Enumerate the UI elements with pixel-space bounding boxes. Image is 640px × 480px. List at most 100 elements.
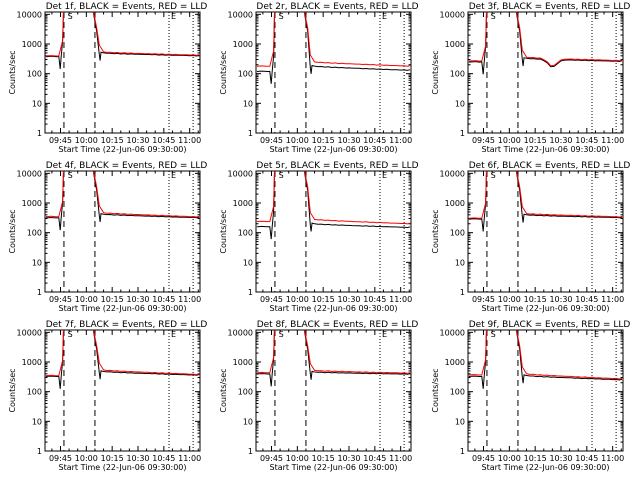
y-tick-label: 100 bbox=[238, 70, 253, 79]
x-tick-label: 09:45 bbox=[49, 454, 72, 463]
flag-label: S bbox=[279, 330, 284, 339]
flag-label: E bbox=[382, 330, 387, 339]
y-tick-label: 10000 bbox=[228, 328, 253, 337]
x-tick-label: 11:00 bbox=[178, 295, 201, 304]
plot-frame bbox=[255, 329, 412, 452]
plot-frame bbox=[44, 11, 201, 134]
x-tick-label: 10:45 bbox=[575, 136, 598, 145]
flag-label: E bbox=[594, 12, 599, 21]
x-tick-label: 10:30 bbox=[337, 295, 360, 304]
x-axis-label: Start Time (22-Jun-06 09:30:00) bbox=[59, 463, 187, 472]
x-axis-label: Start Time (22-Jun-06 09:30:00) bbox=[59, 304, 187, 313]
y-tick-label: 100 bbox=[450, 70, 465, 79]
x-tick-label: 10:15 bbox=[101, 295, 124, 304]
x-axis-label: Start Time (22-Jun-06 09:30:00) bbox=[270, 463, 398, 472]
x-tick-label: 11:00 bbox=[389, 295, 412, 304]
x-tick-label: 09:45 bbox=[49, 295, 72, 304]
flag-label: S bbox=[491, 171, 496, 180]
events-series-line bbox=[45, 330, 200, 389]
y-tick-label: 100 bbox=[27, 388, 42, 397]
y-tick-label: 100 bbox=[27, 70, 42, 79]
y-tick-label: 100 bbox=[450, 388, 465, 397]
x-axis-label: Start Time (22-Jun-06 09:30:00) bbox=[482, 463, 610, 472]
y-tick-label: 1000 bbox=[445, 40, 465, 49]
x-tick-label: 10:15 bbox=[312, 295, 335, 304]
x-tick-label: 09:45 bbox=[472, 295, 495, 304]
x-tick-label: 10:45 bbox=[152, 295, 175, 304]
y-tick-label: 1 bbox=[460, 129, 465, 138]
y-axis-label: Counts/sec bbox=[8, 209, 17, 253]
y-tick-label: 10 bbox=[243, 258, 253, 267]
x-tick-label: 10:45 bbox=[575, 454, 598, 463]
x-tick-label: 10:15 bbox=[524, 136, 547, 145]
x-tick-label: 10:00 bbox=[286, 136, 309, 145]
plot-frame bbox=[44, 170, 201, 293]
y-tick-label: 1000 bbox=[22, 358, 42, 367]
y-tick-label: 10000 bbox=[440, 169, 465, 178]
x-tick-label: 10:00 bbox=[75, 136, 98, 145]
y-tick-label: 10000 bbox=[228, 10, 253, 19]
flag-label: S bbox=[491, 12, 496, 21]
x-tick-label: 11:00 bbox=[601, 454, 624, 463]
x-tick-label: 11:00 bbox=[601, 295, 624, 304]
y-tick-label: 1 bbox=[248, 288, 253, 297]
events-series-line bbox=[468, 171, 623, 232]
x-tick-label: 11:00 bbox=[389, 454, 412, 463]
plot-frame bbox=[44, 329, 201, 452]
y-axis-label: Counts/sec bbox=[219, 209, 228, 253]
y-tick-label: 1 bbox=[248, 447, 253, 456]
x-tick-label: 10:15 bbox=[101, 136, 124, 145]
x-tick-label: 09:45 bbox=[260, 454, 283, 463]
panel-title: Det 3f, BLACK = Events, RED = LLD bbox=[469, 2, 631, 12]
panel-title: Det 6f, BLACK = Events, RED = LLD bbox=[469, 161, 631, 171]
events-series-line bbox=[468, 12, 623, 75]
flag-label: S bbox=[279, 171, 284, 180]
x-tick-label: 10:30 bbox=[549, 295, 572, 304]
lld-series-line bbox=[256, 330, 411, 374]
y-tick-label: 1000 bbox=[445, 199, 465, 208]
x-tick-label: 09:45 bbox=[260, 295, 283, 304]
y-tick-label: 100 bbox=[27, 229, 42, 238]
x-tick-label: 11:00 bbox=[389, 136, 412, 145]
x-axis-label: Start Time (22-Jun-06 09:30:00) bbox=[482, 145, 610, 154]
x-axis-label: Start Time (22-Jun-06 09:30:00) bbox=[59, 145, 187, 154]
panel-title: Det 8f, BLACK = Events, RED = LLD bbox=[257, 320, 419, 330]
events-series-line bbox=[256, 330, 411, 387]
events-series-line bbox=[45, 12, 200, 69]
panel-title: Det 9f, BLACK = Events, RED = LLD bbox=[469, 320, 631, 330]
x-tick-label: 11:00 bbox=[601, 136, 624, 145]
x-tick-label: 10:15 bbox=[524, 295, 547, 304]
lld-series-line bbox=[468, 12, 623, 67]
y-tick-label: 100 bbox=[450, 229, 465, 238]
x-axis-label: Start Time (22-Jun-06 09:30:00) bbox=[270, 145, 398, 154]
y-tick-label: 1000 bbox=[22, 199, 42, 208]
y-tick-label: 10 bbox=[243, 417, 253, 426]
x-tick-label: 11:00 bbox=[178, 136, 201, 145]
x-tick-label: 10:15 bbox=[312, 454, 335, 463]
flag-label: S bbox=[68, 330, 73, 339]
flag-label: E bbox=[171, 12, 176, 21]
x-tick-label: 09:45 bbox=[49, 136, 72, 145]
x-tick-label: 10:45 bbox=[363, 295, 386, 304]
x-tick-label: 10:15 bbox=[101, 454, 124, 463]
y-tick-label: 1000 bbox=[233, 40, 253, 49]
flag-label: S bbox=[68, 12, 73, 21]
y-tick-label: 1 bbox=[37, 447, 42, 456]
y-tick-label: 10000 bbox=[17, 328, 42, 337]
x-tick-label: 10:30 bbox=[126, 295, 149, 304]
panel-title: Det 4f, BLACK = Events, RED = LLD bbox=[46, 161, 208, 171]
y-axis-label: Counts/sec bbox=[431, 368, 440, 412]
lld-series-line bbox=[468, 171, 623, 219]
events-series-line bbox=[256, 171, 411, 240]
y-tick-label: 10 bbox=[32, 417, 42, 426]
y-tick-label: 1000 bbox=[445, 358, 465, 367]
flag-label: E bbox=[171, 171, 176, 180]
events-series-line bbox=[256, 12, 411, 84]
x-tick-label: 10:30 bbox=[337, 454, 360, 463]
y-axis-label: Counts/sec bbox=[8, 50, 17, 94]
y-tick-label: 10000 bbox=[228, 169, 253, 178]
y-tick-label: 1 bbox=[248, 129, 253, 138]
